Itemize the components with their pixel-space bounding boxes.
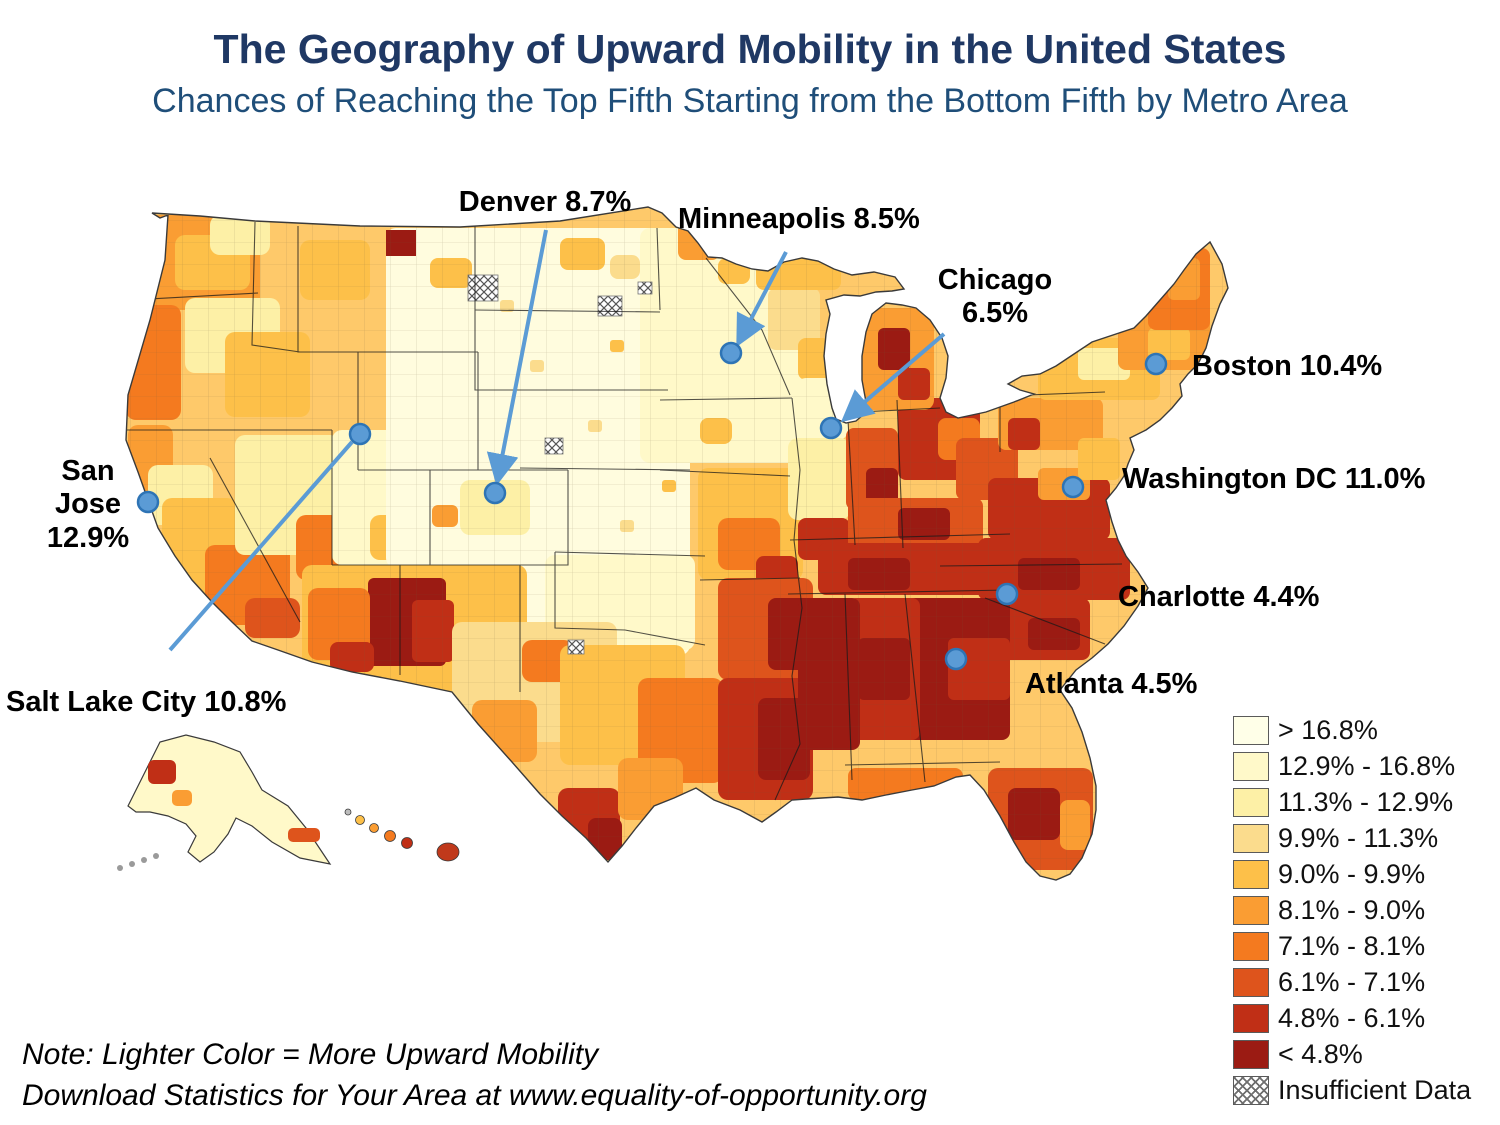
note-download-url: Download Statistics for Your Area at www… [22,1079,927,1113]
legend-swatch [1233,787,1269,817]
legend-swatch [1233,1075,1269,1105]
legend-row: < 4.8% [1233,1036,1493,1072]
hawaii [344,808,460,862]
legend-row: 9.0% - 9.9% [1233,856,1493,892]
san-jose-label: San Jose 12.9% [46,455,130,554]
page-title: The Geography of Upward Mobility in the … [213,26,1287,72]
legend-row: 8.1% - 9.0% [1233,892,1493,928]
legend-label: > 16.8% [1278,714,1378,745]
boston-label: Boston 10.4% [1192,350,1383,382]
legend-label: 7.1% - 8.1% [1278,930,1426,961]
salt-lake-city-marker [348,422,372,446]
annotation-lines [168,229,946,652]
legend-swatch [1233,967,1269,997]
legend-label: 6.1% - 7.1% [1278,966,1426,997]
legend-swatch [1233,895,1269,925]
legend-row: 9.9% - 11.3% [1233,820,1493,856]
city-markers [136,341,1168,671]
washington-dc-label: Washington DC 11.0% [1122,463,1426,495]
footer-notes: Note: Lighter Color = More Upward Mobili… [22,1034,927,1116]
san-jose-marker [136,490,160,514]
page-subtitle: Chances of Reaching the Top Fifth Starti… [152,82,1348,120]
us-outline [125,206,1229,881]
legend-label: 4.8% - 6.1% [1278,1002,1426,1033]
chicago-marker [819,416,843,440]
charlotte-label: Charlotte 4.4% [1118,581,1320,613]
state-borders [127,221,1123,801]
legend-swatch [1233,715,1269,745]
legend-swatch [1233,859,1269,889]
legend-row: 7.1% - 8.1% [1233,928,1493,964]
legend-swatch [1233,1039,1269,1069]
atlanta-marker [944,647,968,671]
legend-label: 8.1% - 9.0% [1278,894,1426,925]
chicago-label: Chicago 6.5% [937,264,1053,330]
legend-row: > 16.8% [1233,712,1493,748]
salt-lake-city-label: Salt Lake City 10.8% [6,686,287,718]
legend-row: 12.9% - 16.8% [1233,748,1493,784]
legend-swatch [1233,931,1269,961]
minneapolis-label: Minneapolis 8.5% [678,203,920,235]
minneapolis-line [736,251,788,348]
denver-marker [483,481,507,505]
legend: > 16.8% 12.9% - 16.8% 11.3% - 12.9% 9.9%… [1233,712,1493,1108]
minneapolis-marker [719,341,743,365]
denver-label: Denver 8.7% [458,186,632,218]
chicago-line [840,332,946,423]
salt-lake-city-line [168,440,354,652]
washington-dc-marker [1061,475,1085,499]
charlotte-marker [995,582,1019,606]
legend-label: 11.3% - 12.9% [1278,786,1454,817]
continental-us [126,207,1228,880]
legend-swatch [1233,823,1269,853]
legend-row: Insufficient Data [1233,1072,1493,1108]
legend-label: 12.9% - 16.8% [1278,750,1456,781]
legend-swatch [1233,751,1269,781]
atlanta-label: Atlanta 4.5% [1025,668,1198,700]
note-mobility: Note: Lighter Color = More Upward Mobili… [22,1038,599,1071]
legend-row: 11.3% - 12.9% [1233,784,1493,820]
legend-row: 6.1% - 7.1% [1233,964,1493,1000]
legend-row: 4.8% - 6.1% [1233,1000,1493,1036]
legend-label: < 4.8% [1278,1038,1363,1069]
denver-line [486,229,548,486]
legend-swatch [1233,1003,1269,1033]
legend-label: Insufficient Data [1278,1074,1472,1105]
legend-label: 9.9% - 11.3% [1278,822,1439,853]
legend-label: 9.0% - 9.9% [1278,858,1426,889]
boston-marker [1144,352,1168,376]
alaska [117,734,332,871]
